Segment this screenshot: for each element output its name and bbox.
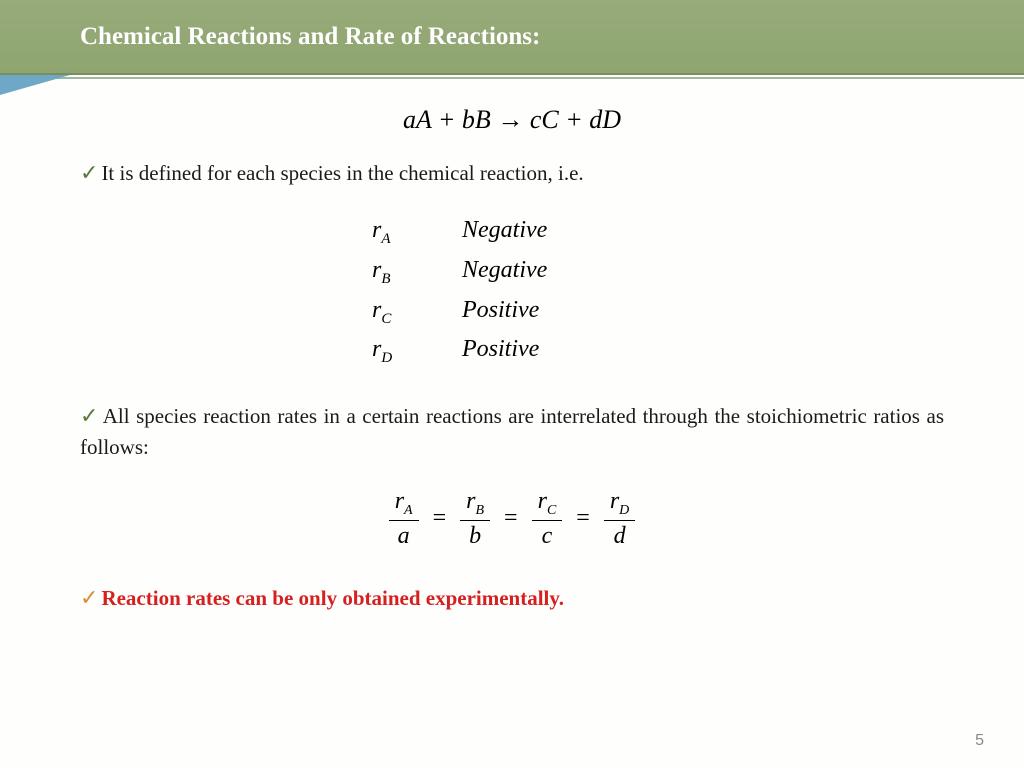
rate-symbol: rC: [372, 291, 462, 331]
rate-sign: Positive: [462, 291, 652, 331]
rate-sign: Negative: [462, 211, 652, 251]
rate-symbol: rA: [372, 211, 462, 251]
check-icon: ✓: [80, 403, 100, 428]
equals-sign: =: [433, 505, 447, 531]
fraction-equation: rA a = rB b = rC c = rD d: [80, 488, 944, 551]
bullet-1: ✓It is defined for each species in the c…: [80, 160, 944, 186]
fraction: rA a: [389, 488, 419, 551]
fraction: rD d: [604, 488, 635, 551]
header-bar: Chemical Reactions and Rate of Reactions…: [0, 0, 1024, 75]
check-icon: ✓: [80, 160, 98, 185]
rate-table: rA Negative rB Negative rC Positive rD P…: [372, 211, 652, 370]
rate-sign: Negative: [462, 251, 652, 291]
rate-row: rB Negative: [372, 251, 652, 291]
rate-sign: Positive: [462, 330, 652, 370]
rate-symbol: rD: [372, 330, 462, 370]
equals-sign: =: [504, 505, 518, 531]
equals-sign: =: [576, 505, 590, 531]
content-area: aA + bB → cC + dD ✓It is defined for eac…: [0, 75, 1024, 611]
page-number: 5: [975, 732, 984, 750]
fraction: rC c: [532, 488, 563, 551]
check-icon: ✓: [80, 585, 98, 610]
bullet-3: ✓Reaction rates can be only obtained exp…: [80, 585, 944, 611]
rate-row: rC Positive: [372, 291, 652, 331]
rate-symbol: rB: [372, 251, 462, 291]
fraction: rB b: [460, 488, 490, 551]
page-title: Chemical Reactions and Rate of Reactions…: [80, 23, 540, 51]
rate-row: rA Negative: [372, 211, 652, 251]
bullet-2: ✓All species reaction rates in a certain…: [80, 400, 944, 462]
arrow-icon: →: [497, 105, 523, 134]
main-equation: aA + bB → cC + dD: [80, 105, 944, 135]
corner-accent: [0, 75, 70, 95]
accent-line: [0, 77, 1024, 79]
rate-row: rD Positive: [372, 330, 652, 370]
